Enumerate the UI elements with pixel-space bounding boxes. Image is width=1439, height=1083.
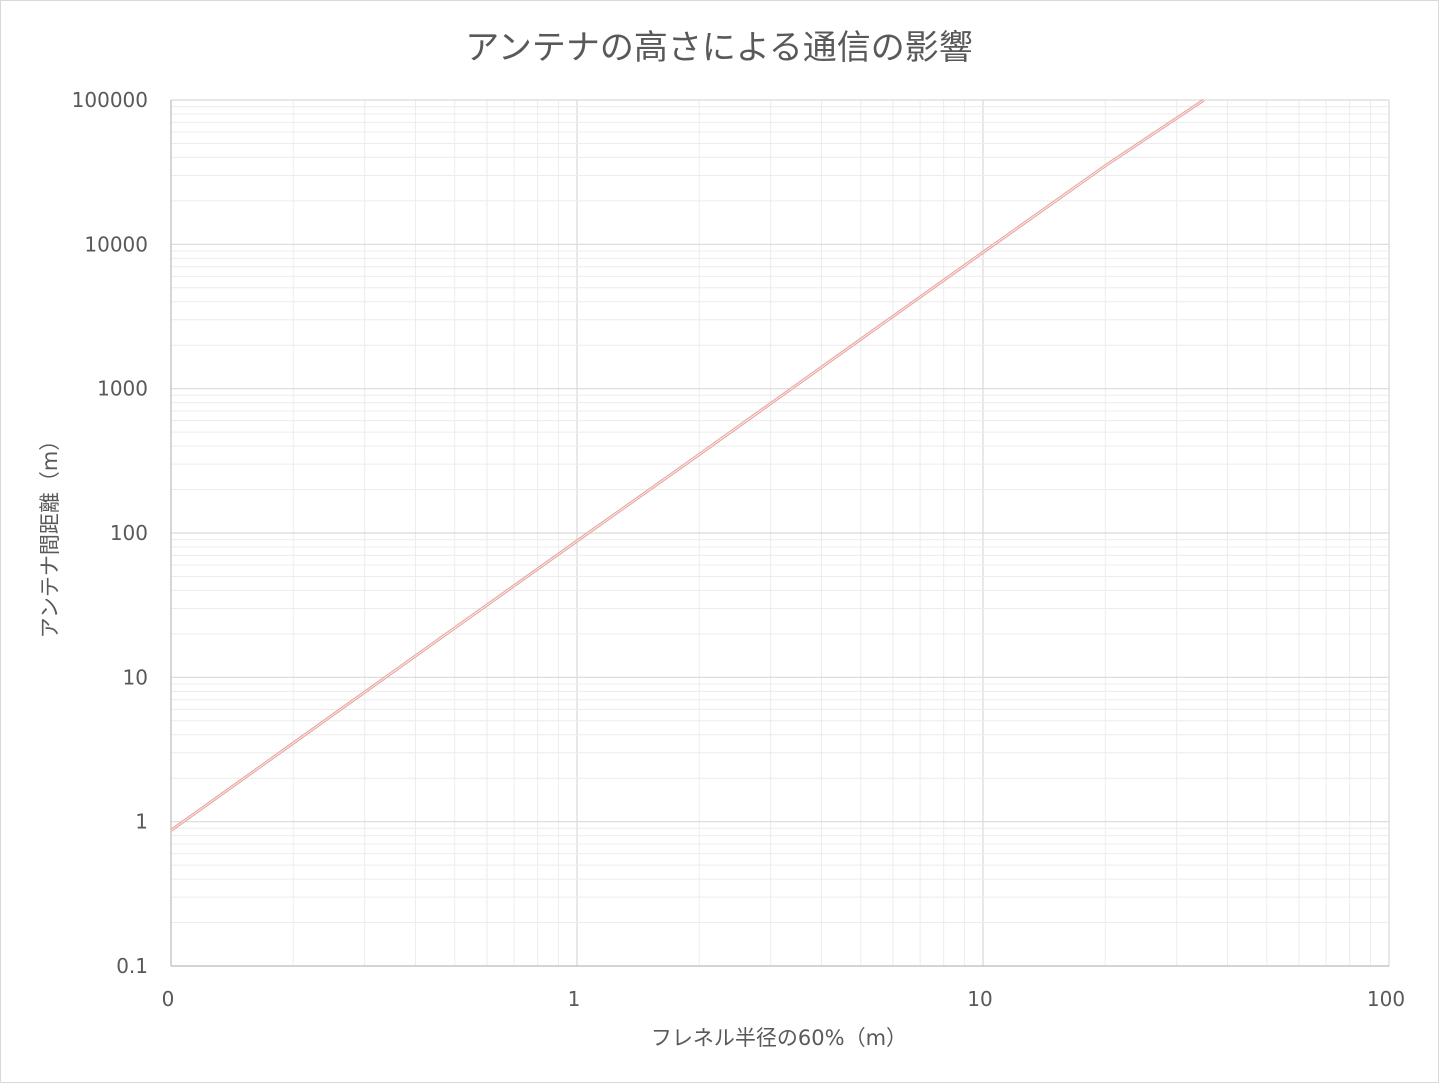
y-tick-label: 1000 (97, 377, 148, 401)
x-tick-label: 100 (1367, 987, 1405, 1011)
y-tick-label: 1 (135, 810, 148, 834)
y-tick-label: 10000 (84, 232, 148, 256)
series-line-1-highlight (170, 99, 1205, 831)
x-tick-label: 10 (967, 987, 992, 1011)
y-tick-label: 100000 (72, 88, 148, 112)
x-tick-label: 1 (568, 987, 581, 1011)
y-tick-label: 100 (110, 521, 148, 545)
y-axis-title: アンテナ間距離（m） (38, 430, 62, 639)
series-layer (170, 98, 1205, 832)
x-axis-title: フレネル半径の60%（m） (651, 1026, 907, 1050)
y-tick-label: 10 (123, 665, 148, 689)
y-tick-label: 0.1 (116, 954, 148, 978)
x-tick-labels: 0 1 10 100 (162, 987, 1405, 1011)
chart-title: アンテナの高さによる通信の影響 (465, 28, 973, 68)
y-tick-labels: 0.1 1 10 100 1000 10000 100000 (72, 88, 148, 978)
grid-lines (170, 99, 1390, 967)
x-tick-label: 0 (162, 987, 175, 1011)
